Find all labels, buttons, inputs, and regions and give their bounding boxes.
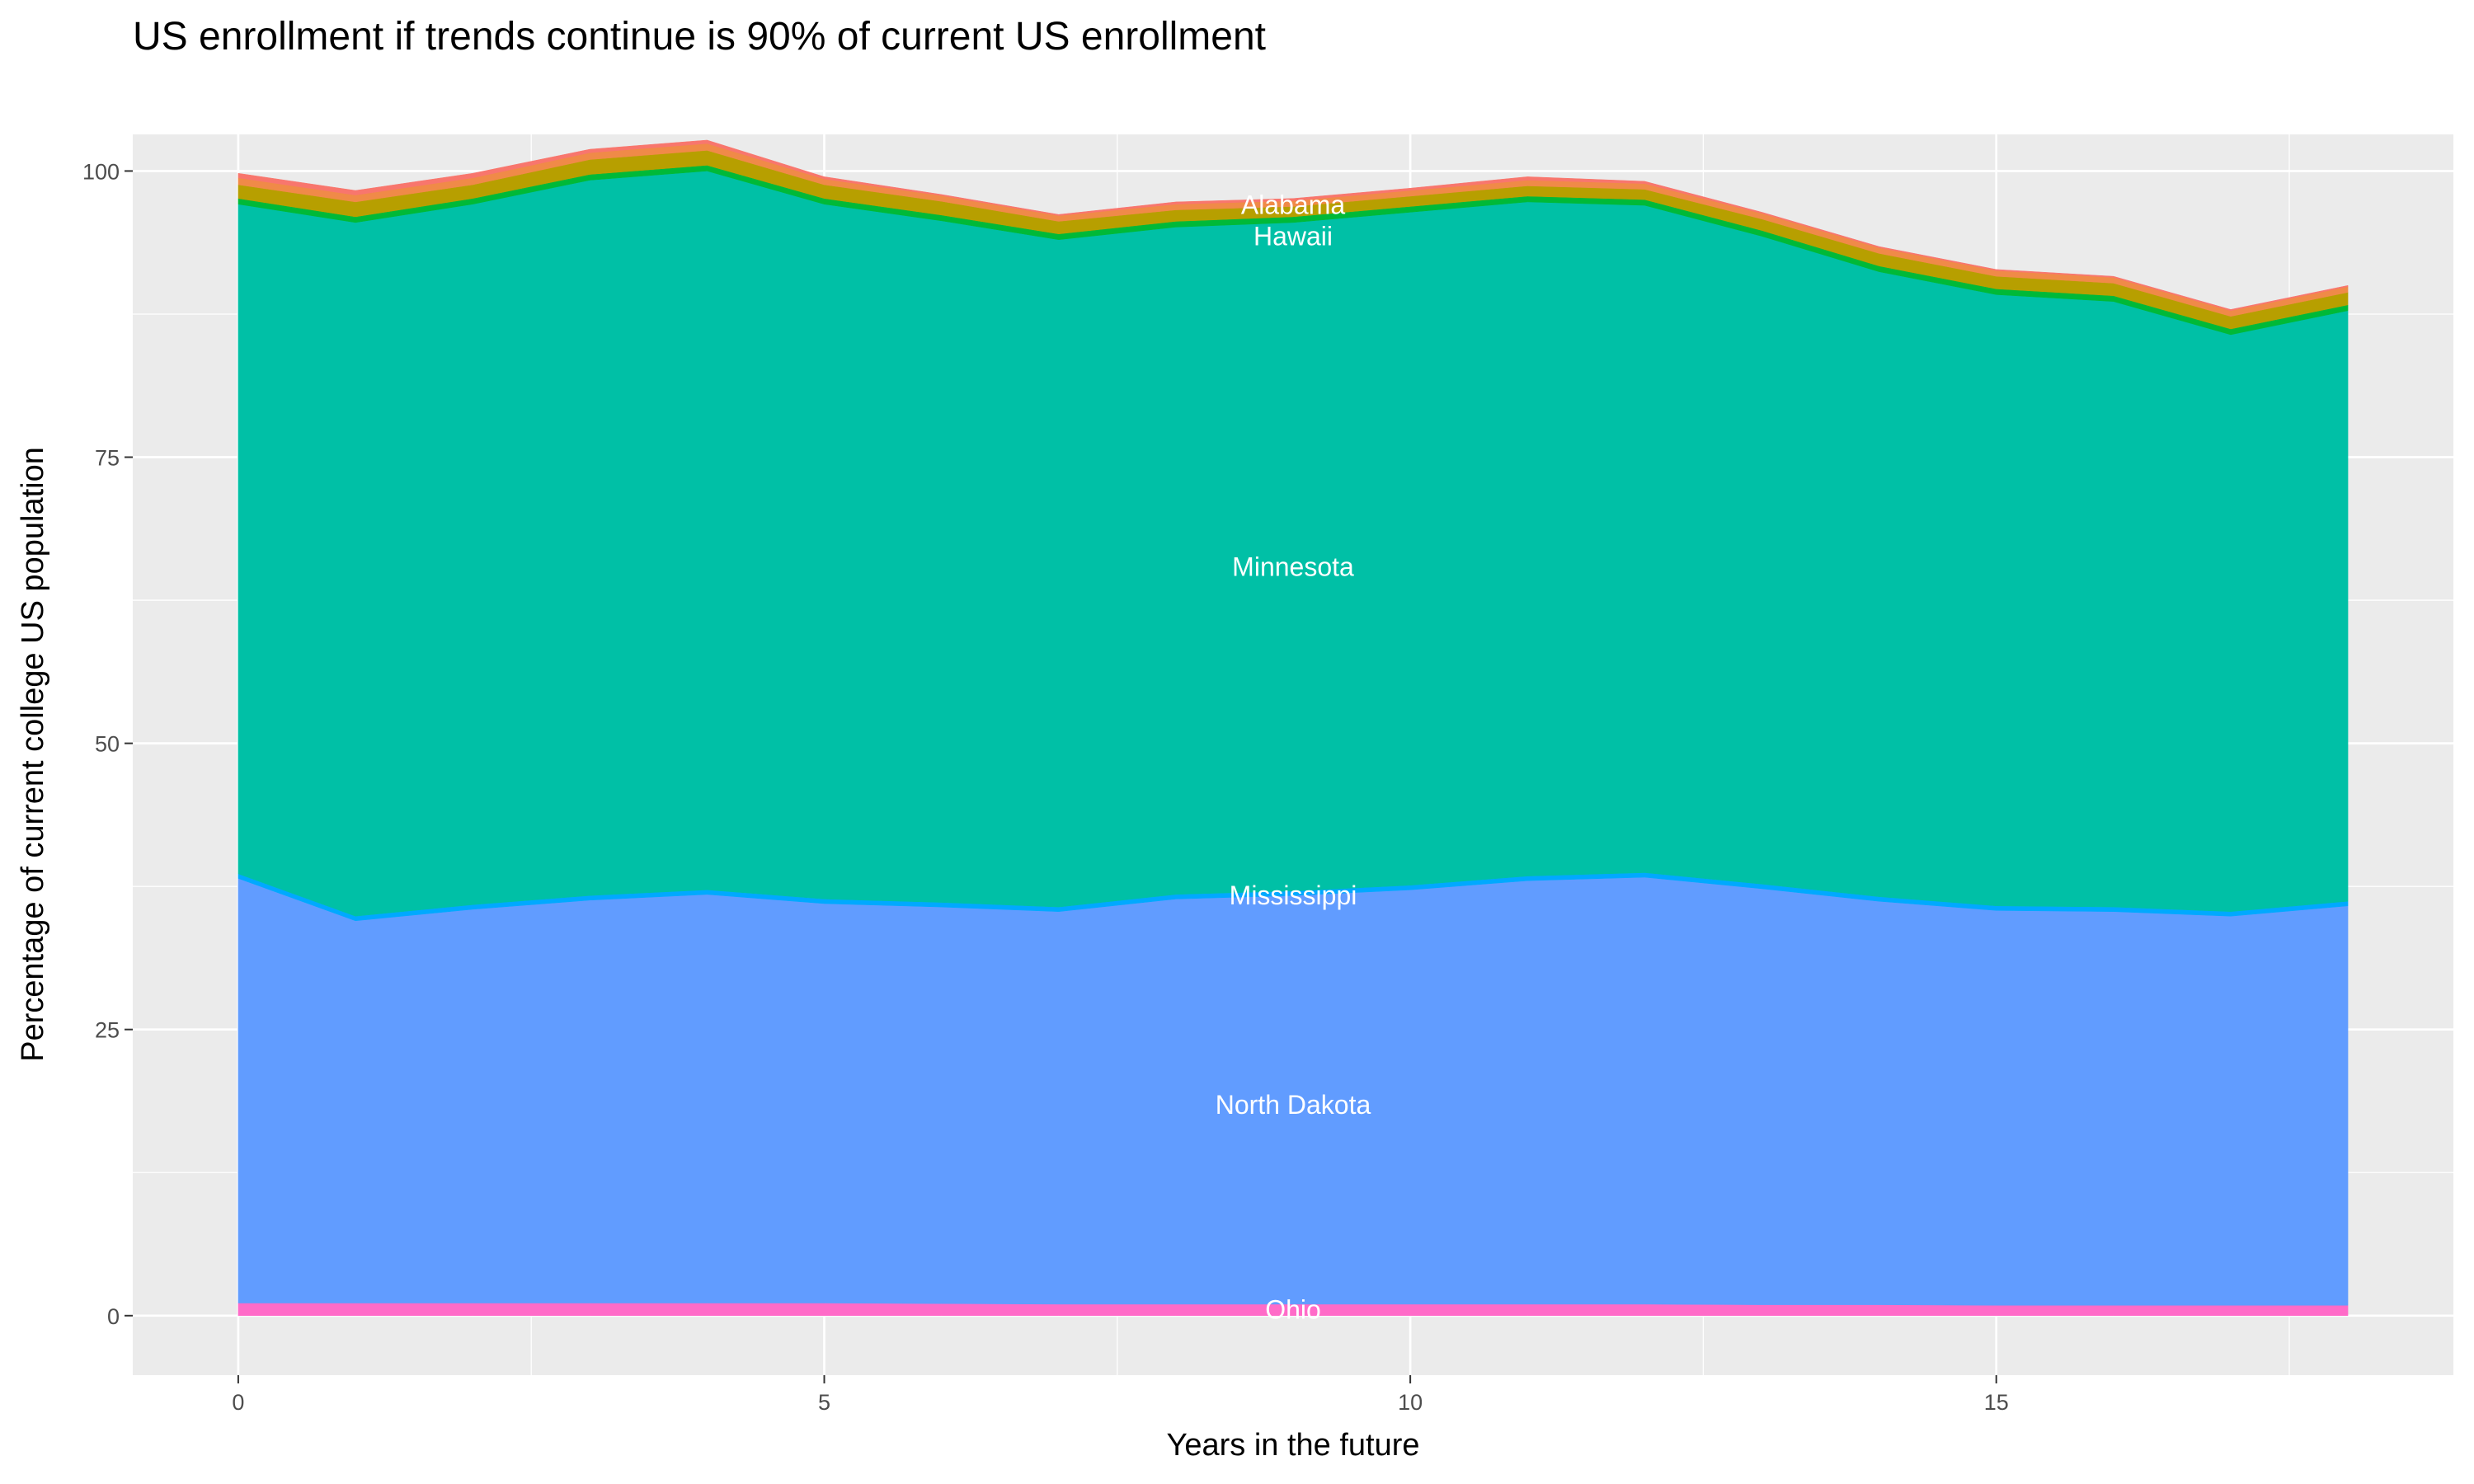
- y-axis-title: Percentage of current college US populat…: [16, 447, 50, 1062]
- series-label-alabama: Alabama: [1241, 190, 1346, 220]
- series-label-north-dakota: North Dakota: [1216, 1090, 1371, 1120]
- series-label-ohio: Ohio: [1265, 1294, 1321, 1324]
- x-tick-label: 15: [1984, 1390, 2009, 1415]
- series-label-hawaii: Hawaii: [1253, 222, 1333, 251]
- x-tick-label: 0: [232, 1390, 244, 1415]
- y-tick-label: 75: [95, 446, 120, 471]
- series-label-minnesota: Minnesota: [1232, 552, 1354, 581]
- y-tick-label: 100: [82, 159, 120, 184]
- axis-ticks: 0 5 10 15 0 25 50 75 100: [82, 159, 2009, 1415]
- series-label-mississippi: Mississippi: [1230, 881, 1357, 910]
- x-tick-label: 5: [818, 1390, 830, 1415]
- x-axis-title: Years in the future: [1166, 1428, 1419, 1463]
- area-alabama: [238, 139, 2349, 312]
- x-tick-label: 10: [1398, 1390, 1423, 1415]
- area-layers: [238, 139, 2349, 1317]
- y-tick-label: 25: [95, 1018, 120, 1043]
- y-tick-label: 0: [107, 1304, 120, 1329]
- chart-title: US enrollment if trends continue is 90% …: [133, 15, 1266, 59]
- y-tick-label: 50: [95, 732, 120, 757]
